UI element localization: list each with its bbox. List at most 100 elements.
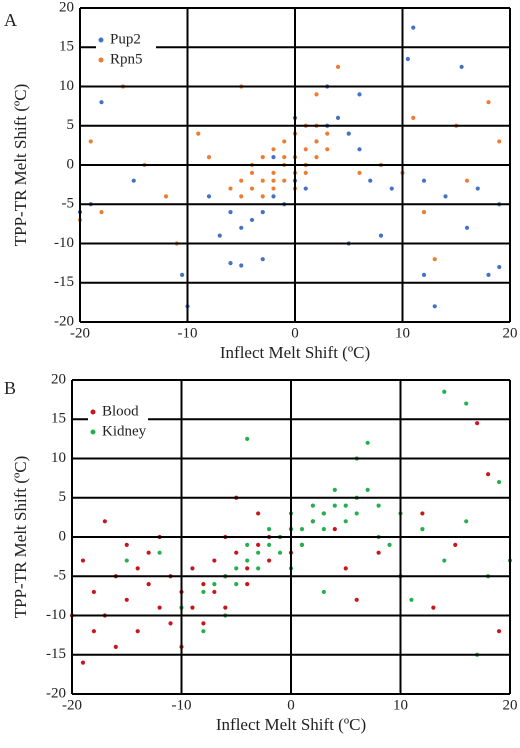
y-tick-label: -5 (54, 568, 67, 584)
panel: B -20 -15 -10 -5 0 5 10 15 20 -20 -10 0 10 20 Inflect M… (4, 371, 518, 733)
x-tick-label: -10 (172, 697, 192, 713)
x-tick-label: 20 (503, 697, 518, 713)
point (343, 519, 348, 524)
point (354, 511, 359, 516)
point (223, 605, 228, 610)
point (91, 589, 96, 595)
point (335, 64, 341, 69)
point (234, 550, 239, 555)
point (234, 566, 239, 571)
legend-marker (98, 37, 104, 43)
point (256, 511, 261, 516)
point (432, 257, 437, 262)
point (405, 56, 410, 62)
point (421, 178, 427, 183)
y-tick-label: 5 (59, 489, 67, 505)
point (376, 550, 381, 555)
x-tick-label: 20 (503, 325, 518, 341)
point (228, 210, 233, 215)
point (368, 178, 373, 183)
point (310, 503, 315, 508)
point (497, 264, 502, 270)
point (249, 186, 255, 191)
point (442, 558, 447, 563)
point (299, 542, 305, 547)
point (91, 629, 96, 634)
legend: Blood Kidney (88, 403, 148, 441)
point (475, 421, 480, 426)
point (325, 147, 330, 152)
x-tick-label: -20 (70, 325, 90, 341)
point (271, 186, 276, 191)
point (245, 558, 250, 563)
point (168, 621, 173, 626)
point (201, 629, 206, 634)
point (411, 115, 416, 120)
point (486, 100, 491, 105)
x-tick-label: 0 (291, 325, 299, 341)
point (303, 170, 308, 175)
y-tick-label: -15 (46, 646, 66, 662)
point (99, 210, 104, 215)
point (135, 566, 140, 571)
point (196, 131, 201, 136)
point (260, 155, 265, 160)
point (190, 566, 195, 571)
point (346, 131, 351, 136)
point (228, 186, 233, 191)
x-tick-label: 0 (287, 697, 295, 713)
point (163, 194, 169, 199)
point (409, 597, 414, 602)
point (245, 436, 250, 441)
point (239, 225, 244, 230)
y-tick-label: 0 (59, 528, 67, 544)
point (432, 304, 437, 309)
y-tick-label: -10 (54, 235, 74, 251)
y-tick-label: -20 (46, 685, 66, 701)
point (206, 155, 212, 160)
point (332, 487, 337, 492)
point (256, 542, 261, 547)
point (343, 503, 348, 508)
point (113, 644, 118, 650)
point (443, 194, 448, 199)
point (314, 92, 319, 97)
y-tick-label: -10 (46, 607, 66, 623)
legend-bg (96, 51, 156, 69)
point (420, 511, 425, 516)
point (212, 558, 217, 563)
point (420, 527, 425, 532)
x-tick-label: -10 (178, 325, 198, 341)
point (260, 257, 265, 262)
point (376, 503, 381, 508)
point (357, 92, 362, 97)
point (212, 582, 217, 587)
point (201, 621, 206, 626)
legend-marker (90, 409, 96, 415)
y-tick-label: 0 (67, 156, 75, 172)
point (256, 566, 261, 571)
y-axis-title: TPP-TR Melt Shift (ºC) (11, 84, 30, 247)
point (314, 155, 319, 160)
panel: A -20 -15 -10 -5 0 5 10 15 20 -20 -10 0 10 20 Inflect M… (4, 0, 518, 362)
legend: Pup2 Rpn5 (96, 31, 156, 69)
x-tick-label: 10 (393, 697, 408, 713)
point (271, 178, 276, 183)
point (411, 25, 416, 30)
point (421, 272, 427, 277)
point (365, 440, 370, 445)
point (249, 170, 255, 175)
point (431, 605, 436, 610)
point (332, 503, 337, 508)
point (497, 139, 502, 144)
point (387, 542, 392, 547)
point (314, 139, 319, 144)
point (335, 115, 341, 120)
point (321, 511, 326, 516)
legend-bg (88, 403, 148, 421)
point (299, 527, 305, 532)
point (267, 527, 272, 532)
point (217, 233, 222, 238)
point (131, 178, 136, 183)
point (282, 178, 287, 183)
